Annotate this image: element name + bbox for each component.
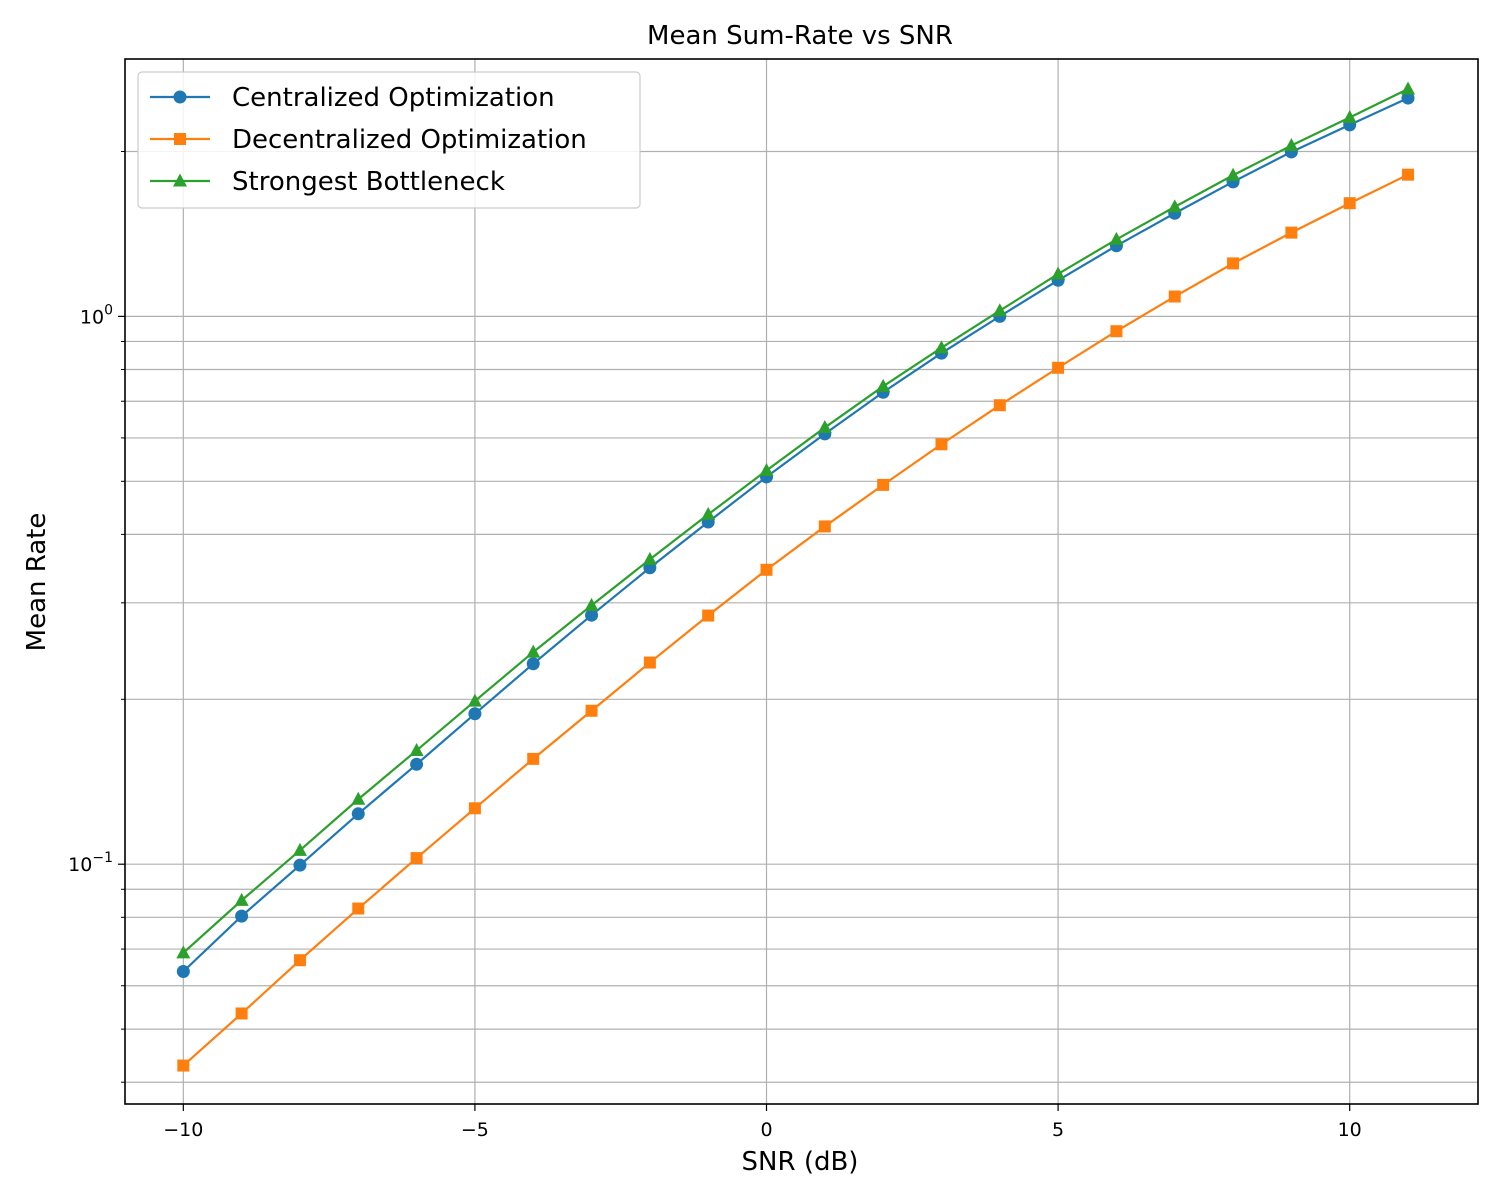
data-point (818, 520, 831, 533)
data-point (992, 303, 1007, 317)
legend-label: Decentralized Optimization (232, 125, 587, 155)
legend: Centralized Optimization Decentralized Op… (137, 71, 641, 209)
data-point (1343, 197, 1356, 210)
series-2 (177, 168, 1415, 1072)
data-point (760, 563, 773, 576)
data-point (585, 608, 599, 622)
data-point (877, 478, 890, 491)
legend-marker (173, 173, 187, 187)
data-point (410, 852, 423, 865)
x-axis-label: SNR (dB) (742, 1147, 859, 1177)
legend-item: Decentralized Optimization (150, 125, 587, 155)
data-point (1167, 199, 1182, 213)
y-tick-label: 100 (80, 302, 113, 328)
data-point (352, 902, 365, 915)
data-point (643, 656, 656, 669)
data-point (177, 1059, 190, 1072)
data-point (467, 693, 482, 707)
y-tick-label: 10−1 (68, 850, 113, 876)
data-point (935, 438, 948, 451)
data-point (527, 752, 540, 765)
data-point (526, 644, 541, 658)
chart-title: Mean Sum-Rate vs SNR (647, 21, 953, 51)
data-point (1401, 81, 1416, 95)
plot-series (176, 81, 1416, 1072)
series-line (182, 173, 1409, 1067)
data-point (468, 802, 481, 815)
legend-item: Centralized Optimization (150, 83, 555, 113)
data-point (701, 506, 716, 520)
data-point (817, 420, 832, 434)
legend-marker (174, 133, 186, 145)
legend-marker (173, 90, 187, 104)
data-point (1227, 257, 1240, 270)
x-tick-label: 5 (1052, 1119, 1064, 1141)
legend-label: Centralized Optimization (232, 83, 555, 113)
data-point (235, 909, 249, 923)
data-point (235, 1007, 248, 1020)
data-point (1052, 361, 1065, 374)
data-point (993, 399, 1006, 412)
data-point (526, 657, 540, 671)
data-point (1226, 167, 1241, 181)
data-point (642, 551, 657, 565)
data-point (176, 945, 191, 959)
data-point (176, 965, 190, 979)
grid (125, 59, 1478, 1104)
data-point (585, 704, 598, 717)
data-point (1110, 325, 1123, 338)
data-point (292, 842, 307, 856)
data-point (759, 463, 774, 477)
data-point (1109, 231, 1124, 245)
x-tick-label: −5 (461, 1119, 489, 1141)
data-point (1168, 290, 1181, 303)
legend-label: Strongest Bottleneck (232, 167, 505, 197)
legend-item: Strongest Bottleneck (150, 167, 505, 197)
series-line (182, 87, 1409, 954)
data-point (351, 791, 366, 805)
data-point (1401, 91, 1415, 105)
data-point (234, 892, 249, 906)
data-point (1284, 138, 1299, 152)
data-point (351, 807, 365, 821)
data-point (1051, 266, 1066, 280)
legend-box (137, 71, 641, 209)
data-point (409, 742, 424, 756)
data-point (1285, 226, 1298, 239)
data-point (293, 954, 306, 967)
plot-frame (124, 58, 1479, 1105)
data-point (584, 597, 599, 611)
series-3 (176, 81, 1416, 959)
y-axis-label: Mean Rate (22, 513, 52, 652)
data-point (468, 707, 482, 721)
data-point (876, 378, 891, 392)
data-point (410, 757, 424, 771)
data-point (293, 858, 307, 872)
axis-ticks: −10 −5 0 5 10 10−1 100 (68, 150, 1362, 1141)
x-tick-label: −10 (163, 1119, 203, 1141)
data-point (1342, 109, 1357, 123)
data-point (1402, 168, 1415, 181)
x-tick-label: 10 (1338, 1119, 1362, 1141)
series-line (182, 97, 1409, 973)
data-point (702, 609, 715, 622)
data-point (934, 340, 949, 354)
x-tick-label: 0 (760, 1119, 772, 1141)
